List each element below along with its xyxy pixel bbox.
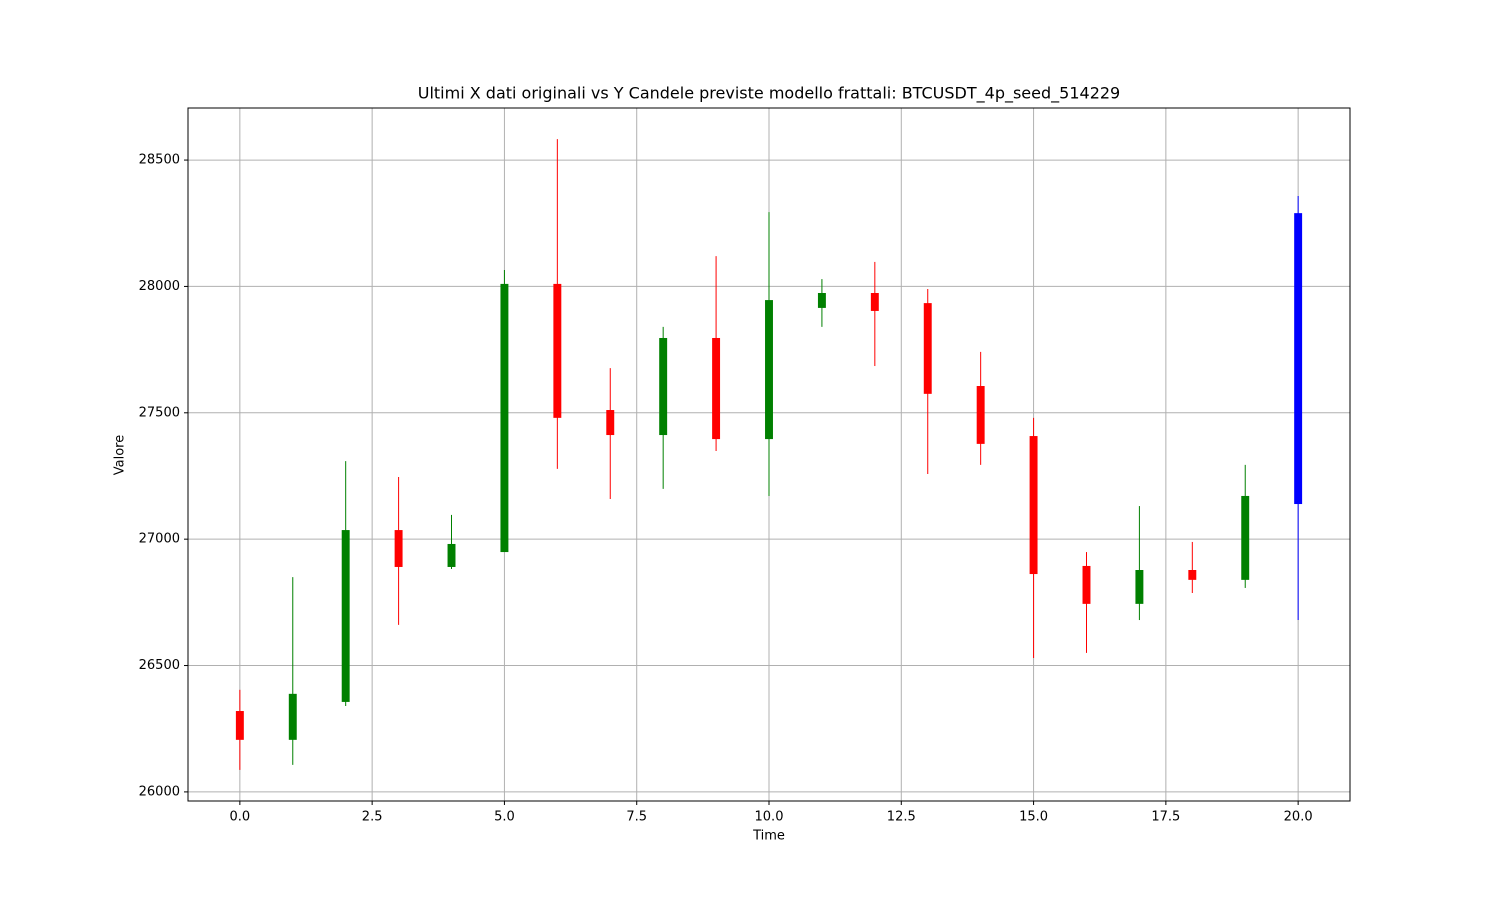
x-tick-label: 5.0 — [494, 810, 515, 825]
plot-frame — [187, 107, 1351, 802]
candle-body — [712, 337, 721, 440]
y-tick-label: 27500 — [139, 405, 180, 420]
x-tick-label: 17.5 — [1151, 810, 1180, 825]
candle-body — [923, 303, 932, 394]
candle-body — [394, 530, 403, 567]
candle-body — [1029, 436, 1038, 575]
x-tick-label: 7.5 — [626, 810, 647, 825]
candle-body — [235, 711, 244, 740]
candle-body — [659, 337, 668, 436]
candle-body — [553, 283, 562, 418]
y-tick-label: 28000 — [139, 279, 180, 294]
candle-body — [870, 293, 879, 311]
y-tick-label: 26000 — [139, 784, 180, 799]
candle-body — [765, 300, 773, 440]
candle-body — [606, 410, 615, 436]
candle-body — [817, 293, 826, 308]
x-tick-label: 15.0 — [1019, 810, 1048, 825]
y-tick-label: 26500 — [139, 658, 180, 673]
chart-title: Ultimi X dati originali vs Y Candele pre… — [418, 84, 1120, 104]
candle-body — [341, 530, 350, 702]
y-tick-label: 27000 — [139, 532, 180, 547]
y-axis-label: Valore — [113, 435, 128, 475]
candle-body — [1082, 565, 1091, 604]
x-tick-label: 10.0 — [755, 810, 784, 825]
x-tick-label: 0.0 — [230, 810, 251, 825]
x-axis-label: Time — [752, 829, 785, 844]
x-tick-label: 20.0 — [1284, 810, 1313, 825]
x-tick-label: 12.5 — [887, 810, 916, 825]
candle-body — [1135, 570, 1144, 604]
x-tick-label: 2.5 — [362, 810, 383, 825]
candle-body — [288, 693, 297, 740]
y-tick-label: 28500 — [139, 153, 180, 168]
candle-body — [1241, 495, 1250, 580]
candle-body — [1294, 213, 1303, 505]
candle-body — [500, 283, 509, 553]
candle-body — [447, 543, 456, 567]
candle-body — [976, 386, 985, 444]
candle-body — [1188, 570, 1197, 580]
